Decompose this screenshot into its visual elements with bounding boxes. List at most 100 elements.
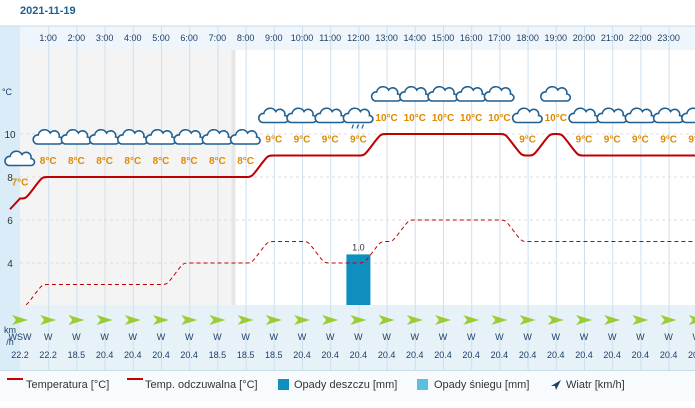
wind-arrow-icon xyxy=(406,315,423,325)
wind-speed-label: 20.4 xyxy=(321,350,339,360)
temperature-label: 8°C xyxy=(209,156,226,167)
hour-label: 7:00 xyxy=(209,33,227,43)
hour-label: 6:00 xyxy=(180,33,198,43)
wind-arrow-icon xyxy=(491,315,508,325)
legend-temperature-swatch xyxy=(7,378,23,380)
cloud-shape xyxy=(539,86,572,102)
wind-direction-label: W xyxy=(382,332,391,342)
wind-arrow-icon xyxy=(209,315,226,325)
wind-speed-label: 22.2 xyxy=(11,350,29,360)
hour-label: 4:00 xyxy=(124,33,142,43)
wind-arrow-shape xyxy=(604,315,621,325)
wind-arrow-icon xyxy=(604,315,621,325)
legend-wind-arrow-icon xyxy=(551,380,561,390)
wind-arrow-shape xyxy=(491,315,508,325)
temperature-label: 10°C xyxy=(375,113,397,124)
hour-label: 1:00 xyxy=(39,33,57,43)
cloud-shape xyxy=(483,86,515,102)
wind-arrow-shape xyxy=(96,315,113,325)
wind-arrow-shape xyxy=(688,315,695,325)
cloud-icon xyxy=(680,107,695,124)
wind-arrow-shape xyxy=(209,315,226,325)
wind-direction-label: W xyxy=(298,332,307,342)
temperature-label: 8°C xyxy=(153,156,170,167)
hour-label: 2:00 xyxy=(68,33,86,43)
legend-rain-swatch xyxy=(278,379,289,390)
wind-arrow-shape xyxy=(265,315,282,325)
wind-speed-label: 20.4 xyxy=(434,350,452,360)
wind-direction-label: W xyxy=(439,332,448,342)
wind-direction-label: W xyxy=(636,332,645,342)
temperature-label: 8°C xyxy=(181,156,198,167)
wind-arrow-icon xyxy=(265,315,282,325)
wind-speed-label: 20.4 xyxy=(350,350,368,360)
forecast-chart: 1:00 2:00 3:00 4:00 5:00 6:00 7:00 8:00 9:00 10:0… xyxy=(0,25,695,370)
wind-direction-label: W xyxy=(72,332,81,342)
wind-speed-label: 20.4 xyxy=(688,350,695,360)
wind-arrow-icon xyxy=(40,315,57,325)
legend: Temperatura [°C] Temp. odczuwalna [°C] O… xyxy=(0,370,695,401)
wind-arrow-shape xyxy=(463,315,480,325)
wind-arrow-icon xyxy=(632,315,649,325)
temperature-label: 8°C xyxy=(68,156,85,167)
hour-label: 20:00 xyxy=(573,33,596,43)
wind-speed-label: 22.2 xyxy=(39,350,57,360)
wind-arrow-shape xyxy=(350,315,367,325)
cloud-icon xyxy=(229,129,261,145)
wind-arrow-shape xyxy=(153,315,169,325)
temp-unit-label: °C xyxy=(2,87,13,97)
wind-row-background xyxy=(20,305,695,370)
wind-arrow-shape xyxy=(576,315,592,325)
wind-speed-label: 20.4 xyxy=(293,350,311,360)
wind-arrow-icon xyxy=(322,315,339,325)
legend-feels-like-swatch xyxy=(127,378,143,380)
wind-direction-label: WSW xyxy=(9,332,32,342)
wind-speed-label: 18.5 xyxy=(265,350,283,360)
legend-snow-label: Opady śniegu [mm] xyxy=(434,379,530,391)
wind-direction-label: W xyxy=(693,332,695,342)
temperature-label: 10°C xyxy=(545,113,567,124)
wind-arrow-icon xyxy=(68,315,85,325)
temperature-label: 7°C xyxy=(12,178,29,189)
cloud-shape xyxy=(4,150,36,167)
wind-arrow-shape xyxy=(406,315,423,325)
legend-feels-like-label: Temp. odczuwalna [°C] xyxy=(145,379,258,391)
rain-value-label: 1.0 xyxy=(352,242,365,252)
wind-arrow-shape xyxy=(519,315,536,325)
cloud-shape xyxy=(342,107,374,124)
temperature-label: 9°C xyxy=(604,135,621,146)
wind-speed-label: 20.4 xyxy=(547,350,565,360)
temperature-label: 9°C xyxy=(632,135,649,146)
wind-unit-label: km xyxy=(4,325,16,335)
wind-speed-label: 20.4 xyxy=(462,350,480,360)
wind-arrow-shape xyxy=(378,315,395,325)
wind-arrow-icon xyxy=(576,315,592,325)
temperature-label: 10°C xyxy=(460,113,482,124)
cloud-icon xyxy=(539,86,572,102)
temperature-label: 9°C xyxy=(265,135,282,146)
temperature-label: 10°C xyxy=(488,113,510,124)
wind-arrow-shape xyxy=(660,315,677,325)
hour-label: 16:00 xyxy=(460,33,483,43)
rain-cloud-icon xyxy=(342,107,374,129)
cloud-icon xyxy=(511,107,543,124)
wind-arrow-shape xyxy=(68,315,85,325)
wind-speed-label: 20.4 xyxy=(519,350,537,360)
hour-label: 9:00 xyxy=(265,33,283,43)
rain-drop xyxy=(356,124,359,129)
wind-speed-label: 20.4 xyxy=(660,350,678,360)
legend-snow-swatch xyxy=(417,379,428,390)
wind-speed-label: 18.5 xyxy=(237,350,255,360)
wind-direction-label: W xyxy=(157,332,166,342)
wind-direction-label: W xyxy=(185,332,194,342)
wind-direction-label: W xyxy=(580,332,589,342)
temperature-line xyxy=(9,132,695,210)
wind-speed-label: 20.4 xyxy=(180,350,198,360)
wind-arrow-icon xyxy=(378,315,395,325)
temperature-label: 8°C xyxy=(40,156,57,167)
temperature-label: 10°C xyxy=(404,113,426,124)
wind-direction-label: W xyxy=(241,332,250,342)
wind-arrow-icon xyxy=(519,315,536,325)
wind-arrow-shape xyxy=(124,315,141,325)
wind-arrow-shape xyxy=(294,315,310,325)
